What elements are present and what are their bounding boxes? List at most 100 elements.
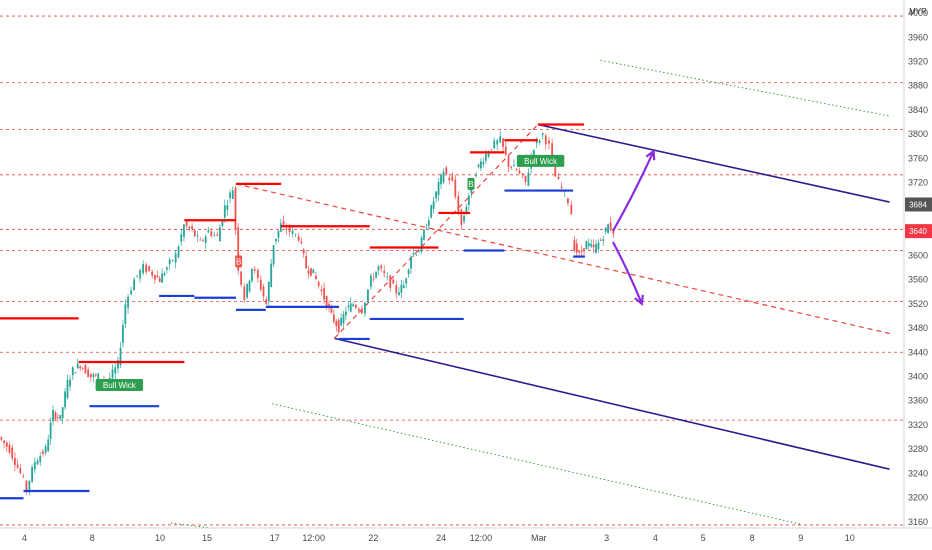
candle-body [219,227,221,242]
candle-body [400,284,403,293]
candle-body [602,239,605,241]
candle-body [64,391,66,408]
candle-body [16,464,19,468]
candle-body [97,373,100,381]
candle-body [248,280,251,292]
candle-body [573,239,576,252]
candle-body [448,177,451,181]
candle-body [188,226,191,229]
candle-body [527,172,530,186]
candle-body [544,135,547,145]
candle-body [300,241,303,244]
candle-body [177,246,180,258]
candle-body [575,243,578,253]
candle-body [272,245,275,265]
y-tick-label: 4000 [908,8,928,18]
y-tick-label: 3600 [908,250,928,260]
candle-body [583,248,585,252]
candle-body [357,308,360,311]
x-tick-label: 15 [202,533,212,543]
candle-body [463,215,465,222]
x-tick-label: 12:00 [470,533,493,543]
candle-body [5,442,8,447]
y-tick-label: 3520 [908,299,928,309]
candle-body [294,234,297,235]
candle-body [223,205,226,218]
candle-body [310,268,312,276]
candle-body [372,278,375,280]
candle-body [183,224,185,238]
x-axis[interactable]: 4 8 10 15 17 12:00 22 24 12:00 Mar 3 4 5 8 9 10 [0,527,932,550]
candle-body [398,292,400,296]
candle-body [174,253,177,263]
candle-body [202,239,204,241]
candle-body [354,305,357,308]
y-tick-label: 3200 [908,493,928,503]
candle-body [420,237,423,252]
candles [0,130,615,496]
candle-body [262,286,265,297]
candle-body [19,468,22,473]
candle-body [554,163,557,177]
x-tick-label: 4 [22,533,27,543]
candle-body [124,304,127,324]
candle-body [467,195,470,205]
y-axis-background [904,0,932,550]
candle-body [291,230,294,234]
candle-body [199,239,202,241]
candle-body [49,422,52,440]
candle-body [504,146,507,155]
candle-body [405,278,408,284]
candle-body [297,236,300,241]
y-tick-label: 3840 [908,105,928,115]
candle-body [171,260,174,261]
y-axis[interactable]: MYR4000396039203880384038003760372036803… [903,0,932,550]
candle-body [0,437,3,440]
candle-body [377,266,380,271]
candle-body [66,380,69,398]
candle-body [410,256,412,269]
channel-lower-line [334,337,890,470]
candle-body [259,279,262,290]
candle-body [502,138,504,147]
candle-body [117,360,119,369]
candle-body [412,253,415,255]
signal-marker-label: B [236,257,241,266]
candle-body [180,234,183,242]
candle-body [330,305,333,313]
candle-body [130,290,132,295]
candle-body [139,270,142,279]
candle-body [307,270,310,274]
candle-body [312,269,315,274]
candle-body [541,133,544,136]
candle-body [389,275,392,288]
candle-body [442,171,445,183]
candle-body [251,268,253,281]
candle-body [345,311,347,316]
candle-body [36,460,39,465]
candle-body [288,225,291,232]
candle-body [33,462,36,470]
candle-body [191,226,193,230]
y-tick-label: 3720 [908,178,928,188]
x-tick-label: 22 [368,533,378,543]
trend-line [334,124,539,339]
candle-body [595,244,597,253]
candle-body [81,368,84,369]
candle-body [590,244,593,247]
x-tick-label: 17 [270,533,280,543]
currency-label: MYR [909,7,927,16]
candle-body [315,275,317,280]
candle-body [607,224,609,234]
candle-body [515,169,518,171]
candle-body [380,265,383,269]
price-tag-label: 3684 [909,200,927,209]
annotations: Bull Wick Bull Wick B B [95,154,565,391]
candle-body [418,251,420,253]
candle-body [538,140,541,143]
candle-body [475,174,478,177]
candle-body [25,480,28,491]
candle-body [375,271,377,278]
y-tick-label: 3400 [908,372,928,382]
